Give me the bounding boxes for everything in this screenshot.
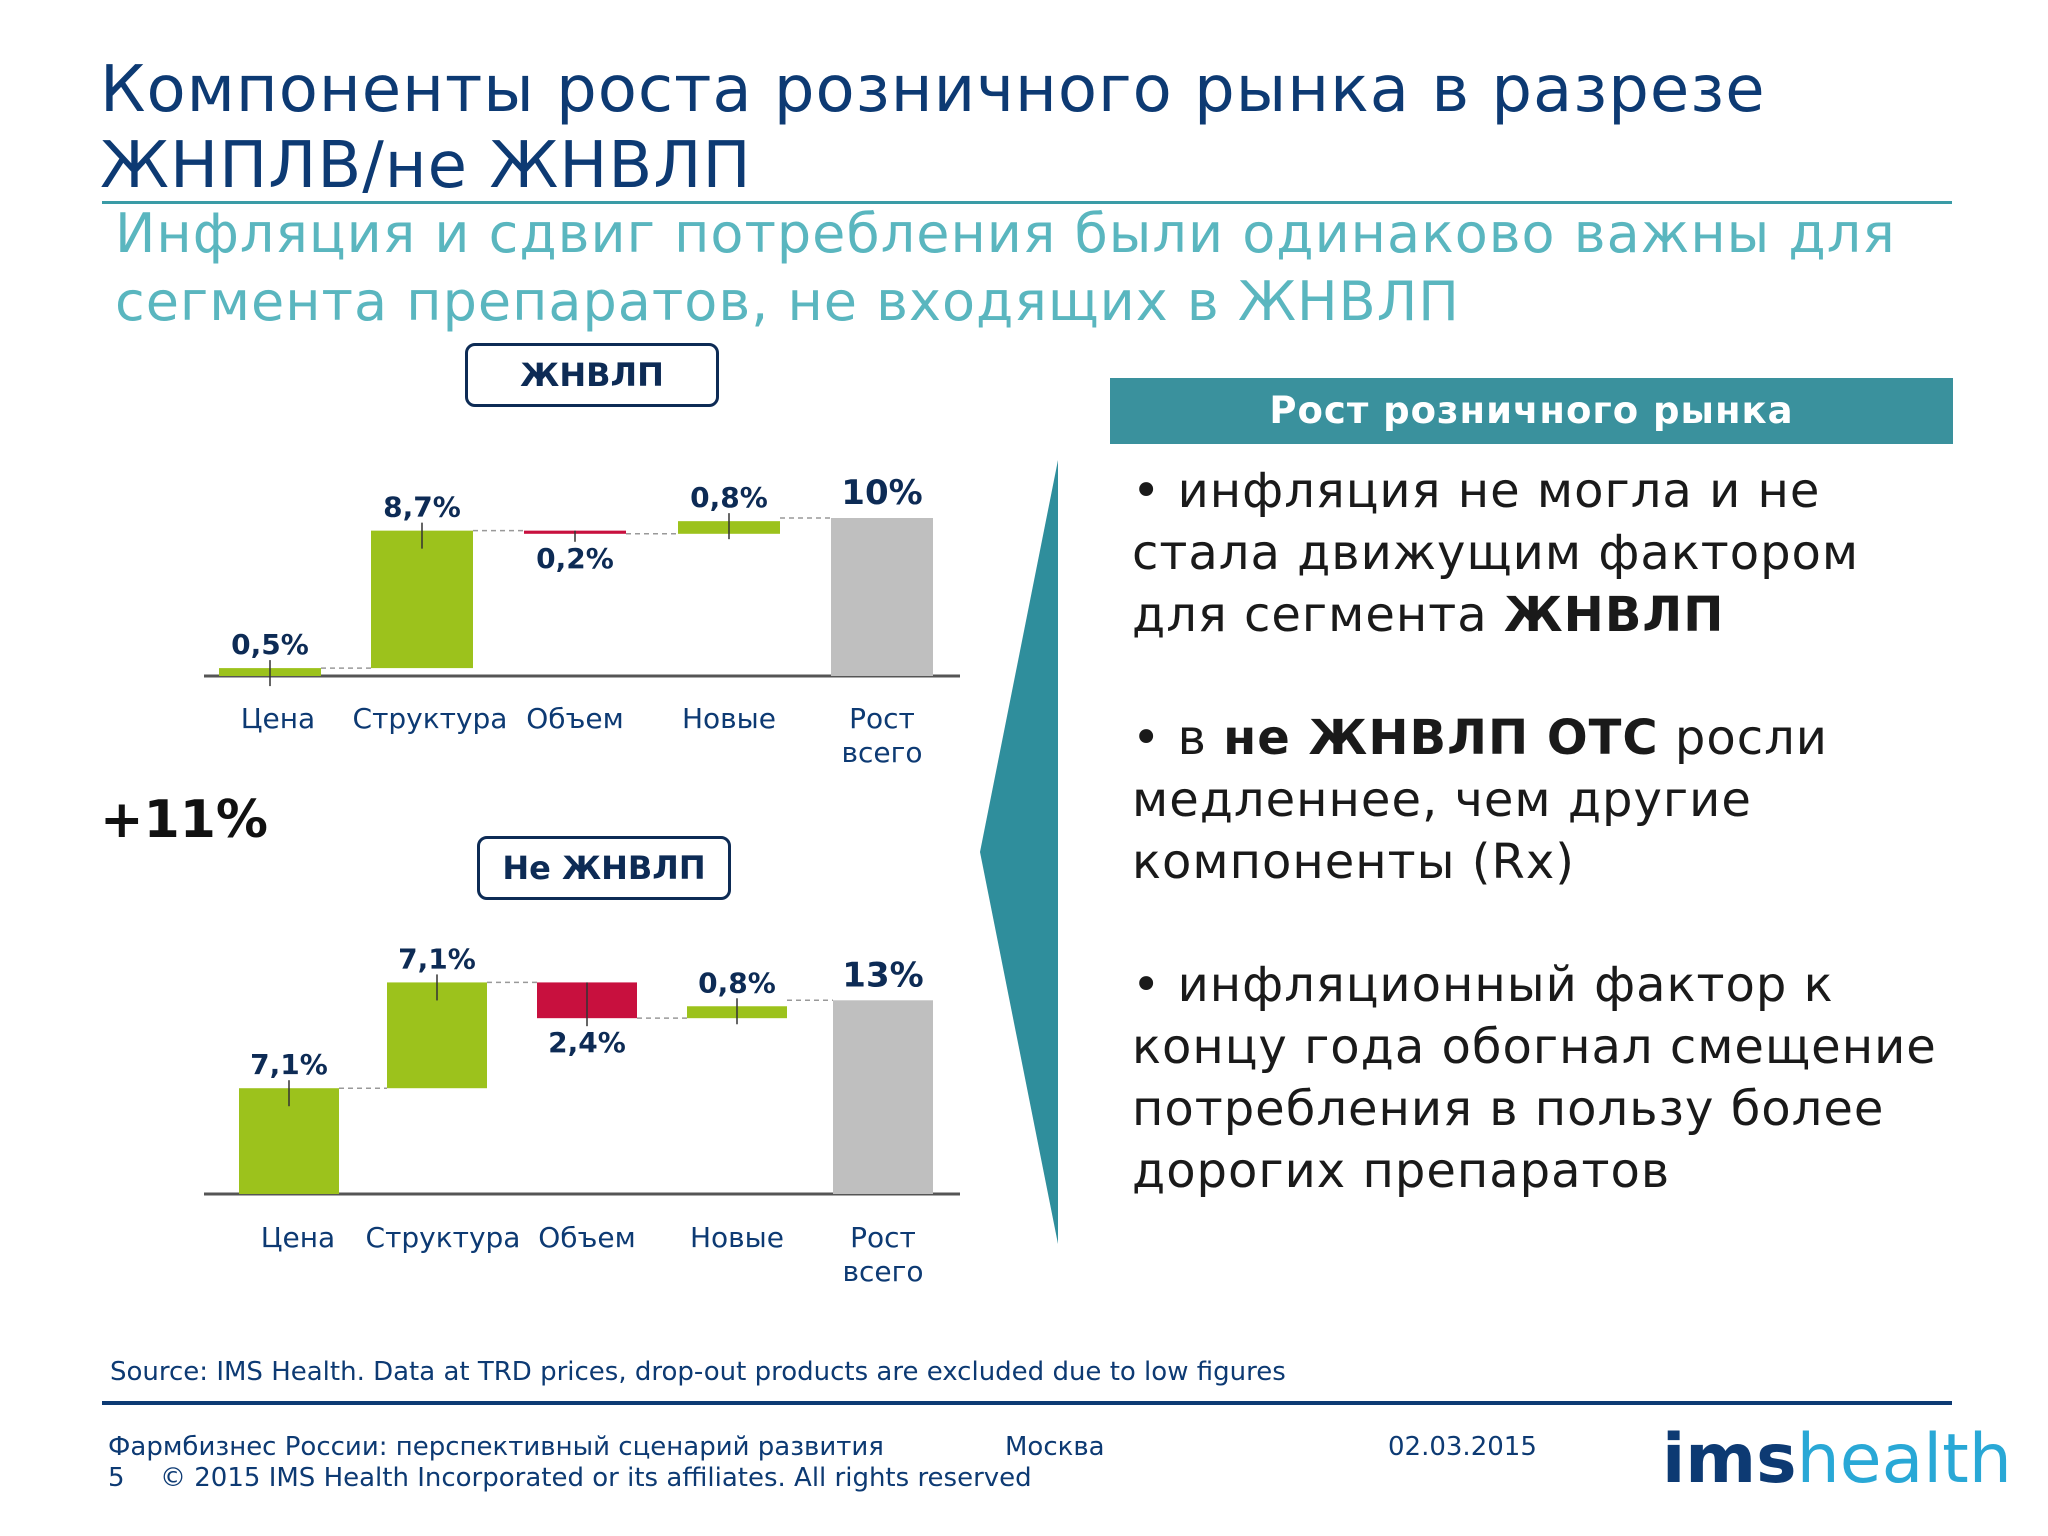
category-label: Цена — [241, 702, 315, 735]
category-label: Объем — [538, 1221, 635, 1254]
triangle-pointer-graphic — [980, 460, 1058, 1244]
source-note: Source: IMS Health. Data at TRD prices, … — [110, 1357, 1286, 1387]
category-label: Новые — [690, 1221, 784, 1254]
data-label: 13% — [842, 955, 923, 995]
data-label: 7,1% — [398, 942, 476, 975]
data-label: 2,4% — [548, 1026, 626, 1059]
category-label: всего — [842, 736, 923, 769]
panel-header: Рост розничного рынка — [1110, 378, 1953, 444]
bullet-bold-text: не ЖНВЛП ОТС — [1223, 710, 1659, 766]
logo-part: health — [1796, 1420, 2012, 1499]
bullet-text: • инфляционный фактор к концу года обогн… — [1132, 957, 1937, 1199]
bar-5 — [831, 518, 933, 676]
chart-label-zhnvlp: ЖНВЛП — [465, 343, 719, 407]
data-label: 0,5% — [231, 628, 309, 661]
data-label: 7,1% — [250, 1048, 328, 1081]
bullet-inflation-factor: • инфляционный фактор к концу года обогн… — [1132, 954, 1952, 1202]
bar-5 — [833, 1000, 933, 1194]
bullet-bold-text: ЖНВЛП — [1503, 587, 1725, 643]
logo-part: ims — [1662, 1420, 1797, 1499]
waterfall-chart-zhnvlp: 0,5% Цена 8,7% Структура 0,2% Объем 0,8% Новые 1… — [204, 473, 960, 769]
bullet-text: • инфляция не могла и не стала движущим … — [1132, 463, 1860, 643]
bullet-inflation: • инфляция не могла и не стала движущим … — [1132, 460, 1952, 646]
bullet-text: росли медленнее, чем другие компоненты (… — [1132, 710, 1828, 890]
footer-date: 02.03.2015 — [1388, 1432, 1537, 1462]
category-label: Новые — [682, 702, 776, 735]
category-label: Структура — [366, 1221, 521, 1254]
bullet-otc: • в не ЖНВЛП ОТС росли медленнее, чем др… — [1132, 707, 1952, 893]
category-label: Рост — [850, 1221, 916, 1254]
footer-presentation-title: Фармбизнес России: перспективный сценари… — [108, 1432, 884, 1462]
ims-health-logo: imshealth — [1662, 1420, 2012, 1500]
category-label: Цена — [261, 1221, 335, 1254]
category-label: Рост — [849, 702, 915, 735]
bar-2 — [371, 530, 473, 669]
data-label: 0,8% — [690, 481, 768, 514]
chart-label-ne-zhnvlp: Не ЖНВЛП — [477, 836, 731, 900]
title-divider — [102, 201, 1952, 204]
data-label: 0,8% — [698, 966, 776, 999]
category-label: всего — [843, 1255, 924, 1288]
slide-subtitle: Инфляция и сдвиг потребления были одинак… — [115, 202, 1896, 333]
slide-title: Компоненты роста розничного рынка в разр… — [100, 53, 1766, 203]
total-growth-value: +11% — [100, 790, 269, 850]
footer-city: Москва — [1005, 1432, 1105, 1462]
footer-divider — [102, 1401, 1952, 1405]
data-label: 10% — [841, 473, 922, 513]
page-number: 5 — [108, 1463, 125, 1493]
waterfall-chart-ne-zhnvlp: 7,1% Цена 7,1% Структура 2,4% Объем 0,8% Новые 1… — [204, 942, 960, 1288]
data-label: 8,7% — [383, 491, 461, 524]
category-label: Объем — [526, 702, 623, 735]
data-label: 0,2% — [536, 542, 614, 575]
footer-copyright: © 2015 IMS Health Incorporated or its af… — [160, 1463, 1032, 1493]
category-label: Структура — [353, 702, 508, 735]
bullet-text: • в — [1132, 710, 1224, 766]
